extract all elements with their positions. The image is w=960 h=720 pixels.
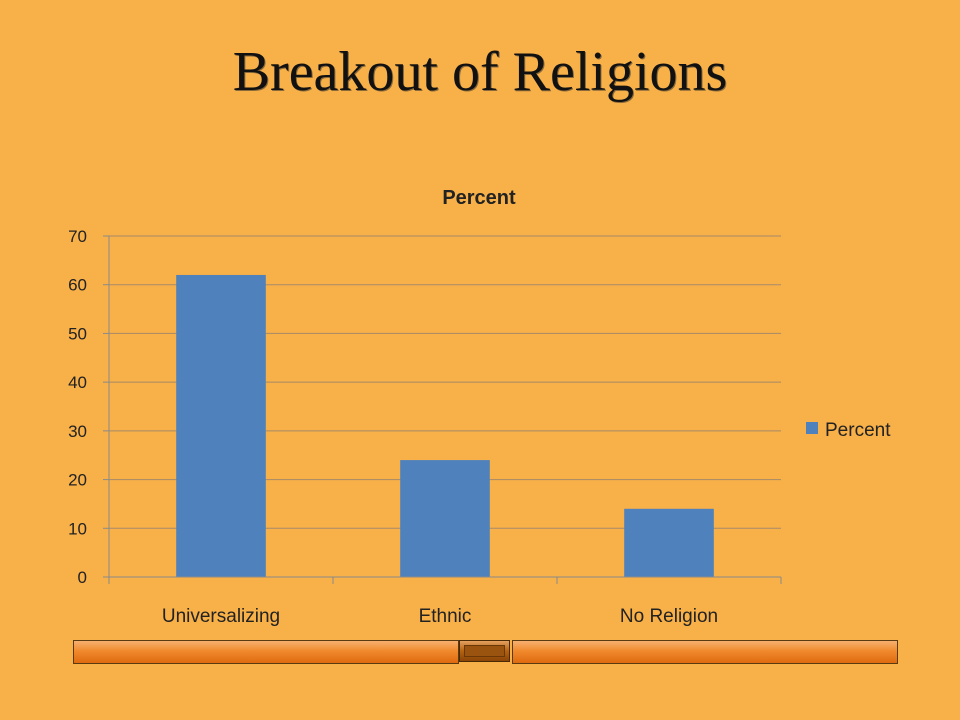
y-axis-ticks: 0 10 20 30 40 50 60 70 bbox=[68, 227, 87, 587]
bars bbox=[176, 274, 714, 577]
scroll-track-right[interactable] bbox=[512, 640, 898, 664]
scroll-track-left[interactable] bbox=[73, 640, 459, 664]
y-tick-label: 50 bbox=[68, 324, 87, 343]
bar-universalizing bbox=[176, 274, 266, 577]
x-tick-label: Ethnic bbox=[419, 606, 472, 627]
scrollbar[interactable] bbox=[73, 640, 898, 664]
bar-ethnic bbox=[400, 460, 490, 577]
y-tick-label: 70 bbox=[68, 227, 87, 246]
y-tick-label: 20 bbox=[68, 471, 87, 490]
legend: Percent bbox=[806, 420, 891, 441]
y-tick-label: 10 bbox=[68, 519, 87, 538]
slide-title: Breakout of Religions bbox=[232, 41, 728, 103]
y-tick-label: 0 bbox=[78, 568, 87, 587]
y-tick-label: 60 bbox=[68, 276, 87, 295]
x-axis: Universalizing Ethnic No Religion bbox=[108, 236, 782, 627]
legend-swatch bbox=[806, 422, 818, 434]
bar-no-religion bbox=[624, 508, 714, 577]
y-tick-label: 30 bbox=[68, 422, 87, 441]
x-tick-label: Universalizing bbox=[162, 606, 280, 627]
legend-label: Percent bbox=[825, 420, 891, 441]
x-tick-label: No Religion bbox=[620, 606, 718, 627]
chart-title: Percent bbox=[442, 187, 516, 209]
y-tick-label: 40 bbox=[68, 373, 87, 392]
scroll-thumb[interactable] bbox=[459, 640, 510, 662]
